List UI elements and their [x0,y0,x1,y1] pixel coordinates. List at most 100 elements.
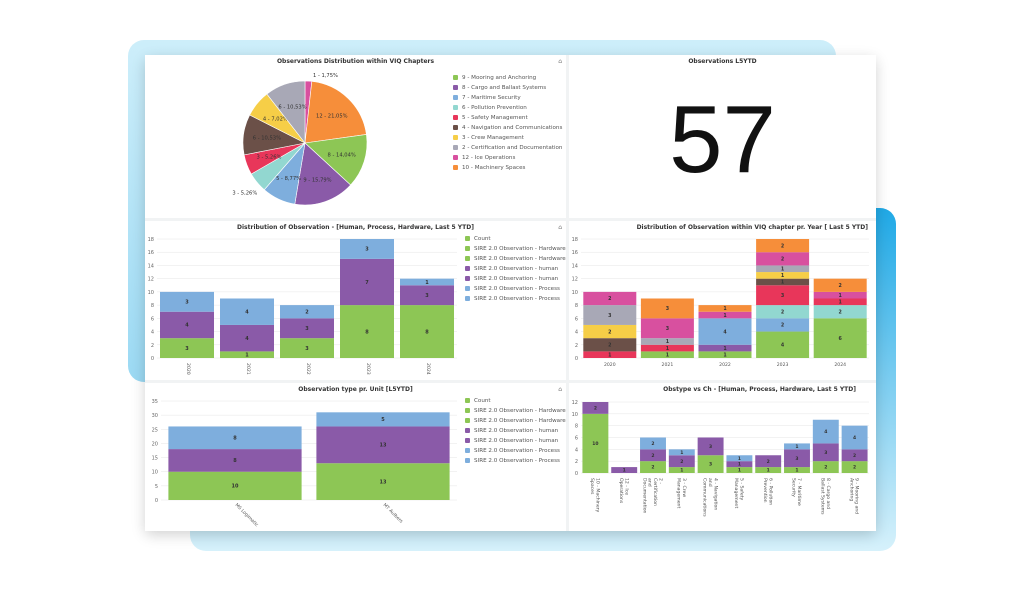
pie-slice [294,142,352,206]
bar-chart: 0246810121416181223220201113320211141120… [572,237,869,368]
x-tick-label: 2022 [305,363,311,375]
bar-segment [726,455,753,462]
y-tick-label: 6 [575,436,578,442]
legend: Count SIRE 2.0 Observation - Hardware SIRE… [465,236,566,306]
bar-segment [812,461,839,473]
bar-segment [583,351,637,358]
bar-segment [812,443,839,462]
data-label: 3 [608,313,611,319]
pin-icon[interactable]: ⌂ [558,224,562,231]
legend-item[interactable]: SIRE 2.0 Observation - Hardware [465,408,566,418]
bar-chart: 0246810121416183432020144202133220228732… [148,237,457,375]
legend-item[interactable]: 12 - Ice Operations [453,155,562,165]
legend-item[interactable]: 9 - Mooring and Anchoring [453,75,562,85]
data-label: 1 [666,352,669,358]
data-label: 1 [245,352,249,358]
y-tick-label: 16 [572,250,578,256]
legend-item[interactable]: 7 - Maritime Security [453,95,562,105]
x-tick-label: 2020 [185,363,191,375]
y-tick-label: 12 [572,277,578,283]
legend-item[interactable]: 8 - Cargo and Ballast Systems [453,85,562,95]
data-label: 3 [709,444,712,450]
legend-item[interactable]: 3 - Crew Management [453,135,562,145]
slice-label: 6 - 10,53% [278,105,306,111]
legend-item[interactable]: 2 - Certification and Documentation [453,145,562,155]
data-label: 1 [608,352,611,358]
legend-label: SIRE 2.0 Observation - human [474,438,559,444]
y-tick-label: 4 [575,330,578,336]
y-tick-label: 10 [572,290,578,296]
y-tick-label: 0 [155,498,158,504]
legend-swatch [465,286,470,291]
bar-segment [280,338,334,358]
legend-item[interactable]: 10 - Machinery Spaces [453,165,562,175]
x-tick-label: MT Aulbers [382,502,405,525]
y-tick-label: 6 [575,316,578,322]
legend-item[interactable]: 4 - Navigation and Communications [453,125,562,135]
bar-segment [784,467,810,473]
legend-item[interactable]: 5 - Safety Management [453,115,562,125]
legend-swatch [465,428,470,433]
bar-segment [841,449,868,462]
bar-segment [813,305,867,319]
data-label: 4 [245,310,249,316]
legend-item[interactable]: SIRE 2.0 Observation - human [465,266,566,276]
bar-segment [841,425,868,450]
bar-segment [756,305,810,319]
data-label: 1 [781,280,784,286]
slice-label: 4 - 7,02% [263,117,288,123]
legend-swatch [465,276,470,281]
legend-swatch [465,256,470,261]
bar-segment [316,463,450,500]
data-label: 6 [839,336,843,342]
data-label: 2 [651,465,654,471]
legend-item[interactable]: SIRE 2.0 Observation - human [465,438,566,448]
y-tick-label: 20 [152,441,158,447]
slice-label: 3 - 5,26% [257,154,282,160]
bar-segment [400,305,454,358]
legend-item[interactable]: SIRE 2.0 Observation - Process [465,296,566,306]
data-label: 8 [233,436,237,442]
bar-segment [756,285,810,306]
legend-item[interactable]: SIRE 2.0 Observation - human [465,276,566,286]
legend-item[interactable]: SIRE 2.0 Observation - human [465,428,566,438]
data-label: 2 [781,257,784,263]
bar-segment [784,443,810,450]
pin-icon[interactable]: ⌂ [558,386,562,393]
legend-swatch [465,236,470,241]
y-tick-label: 2 [575,459,578,465]
data-label: 2 [824,465,827,471]
bar-segment [698,318,752,345]
data-label: 13 [380,479,387,485]
pin-icon[interactable]: ⌂ [558,58,562,65]
legend-item[interactable]: 6 - Pollution Prevention [453,105,562,115]
legend-swatch [453,135,458,140]
bar-chart: 0 5 10 15 20 25 30 35 10 8 8 MS Logimatic 13 13 5 MT Au… [152,399,457,528]
x-tick-label: 7 - MaritimeSecurity [791,478,802,506]
data-label: 1 [425,280,429,286]
legend-item[interactable]: Count [465,398,566,408]
legend-item[interactable]: SIRE 2.0 Observation - Hardware [465,256,566,266]
legend-item[interactable]: SIRE 2.0 Observation - Process [465,286,566,296]
bar-segment [340,258,394,306]
legend-item[interactable]: SIRE 2.0 Observation - Hardware [465,418,566,428]
slice-label: 12 - 21,05% [316,113,348,119]
bar-segment [697,437,724,456]
x-tick-label: 2020 [604,362,616,368]
bar-segment [280,305,334,319]
bar-segment [582,413,609,473]
y-tick-label: 0 [151,356,154,362]
legend-item[interactable]: Count [465,236,566,246]
legend-item[interactable]: SIRE 2.0 Observation - Process [465,458,566,468]
bar-segment [220,351,274,358]
data-label: 1 [795,468,798,474]
x-tick-label: 12 - IceOperations [618,478,629,504]
bar-segment [698,351,752,358]
legend-swatch [453,165,458,170]
data-label: 1 [680,450,683,456]
legend-label: 6 - Pollution Prevention [462,105,527,111]
legend-item[interactable]: SIRE 2.0 Observation - Process [465,448,566,458]
bar-segment [813,278,867,292]
data-label: 3 [185,300,189,306]
legend-item[interactable]: SIRE 2.0 Observation - Hardware [465,246,566,256]
